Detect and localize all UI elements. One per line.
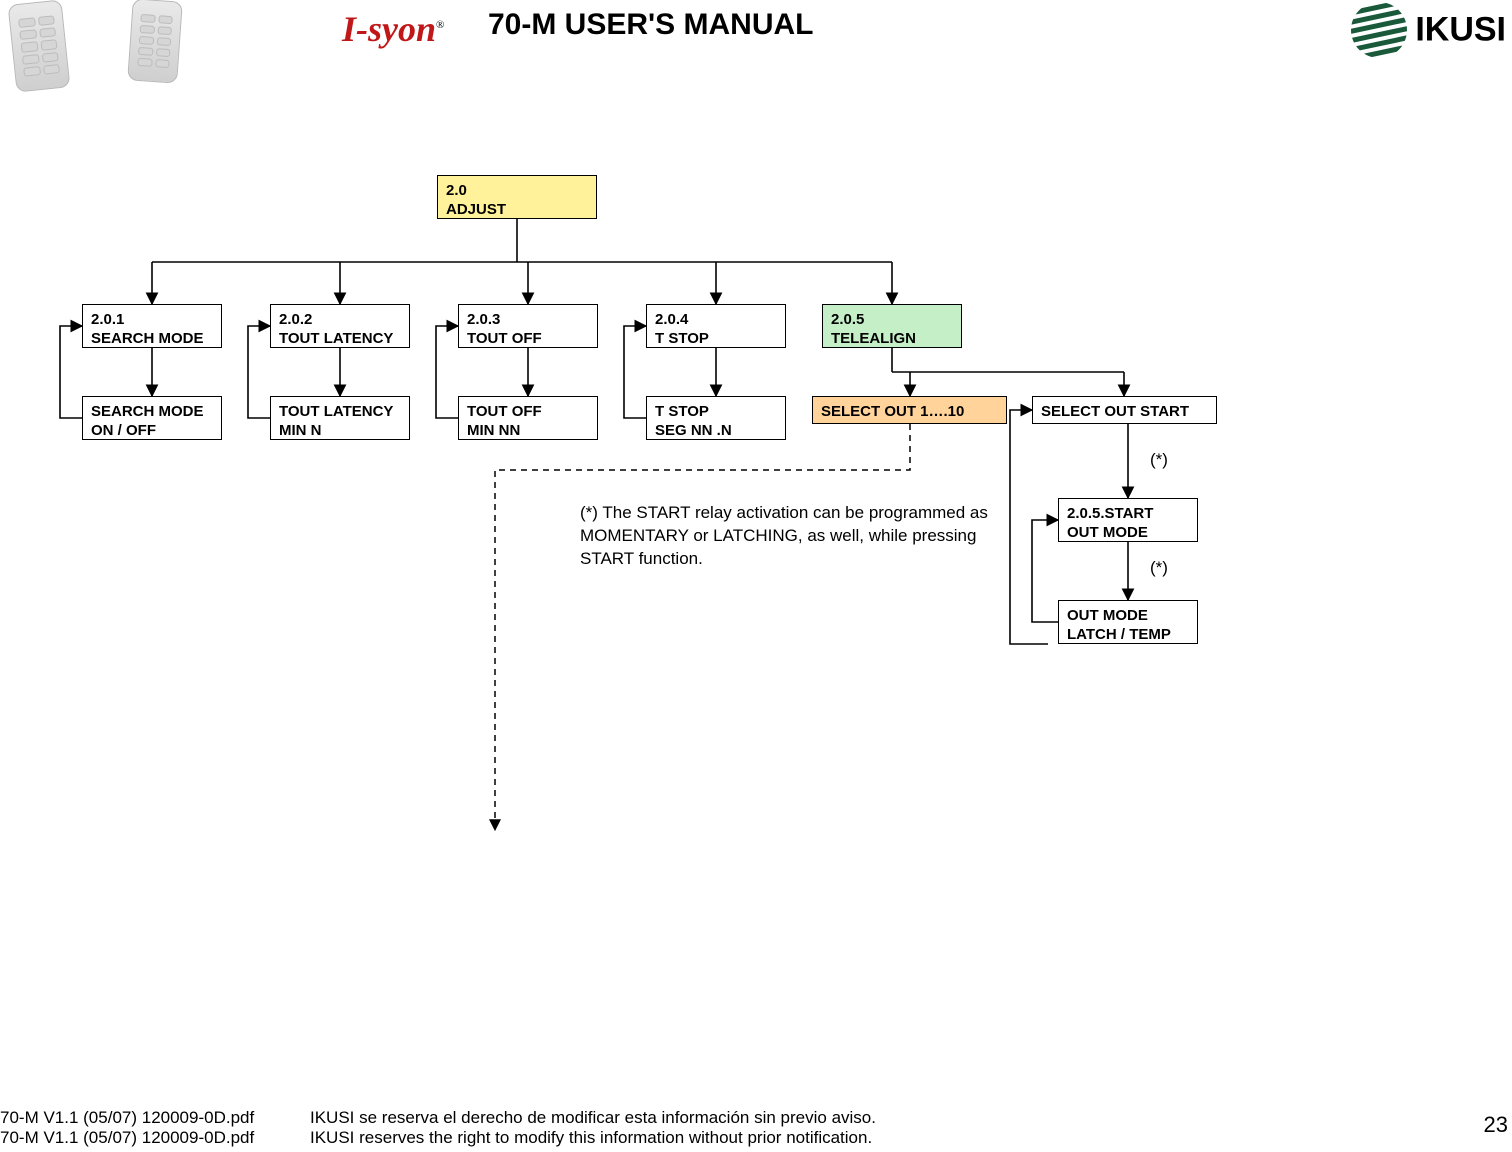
node-line1: SEARCH MODE	[91, 403, 213, 422]
footer-mid-2: IKUSI reserves the right to modify this …	[310, 1128, 872, 1148]
brand-text: I-syon	[342, 9, 436, 49]
node-n205: 2.0.5TELEALIGN	[822, 304, 962, 348]
page: I-syon® 70-M USER'S MANUAL IKUSI	[0, 0, 1512, 1152]
node-s4: T STOPSEG NN .N	[646, 396, 786, 440]
node-line2: MIN N	[279, 422, 401, 441]
node-line2: SEARCH MODE	[91, 330, 213, 349]
node-line1: 2.0.1	[91, 311, 213, 330]
node-line2: TELEALIGN	[831, 330, 953, 349]
node-line2: LATCH / TEMP	[1067, 626, 1189, 645]
node-s3: TOUT OFFMIN NN	[458, 396, 598, 440]
node-line2: ADJUST	[446, 201, 588, 220]
asterisk-marker: (*)	[1150, 558, 1168, 578]
node-line1: SELECT OUT 1….10	[821, 403, 998, 422]
node-line2: OUT MODE	[1067, 524, 1189, 543]
node-line1: SELECT OUT START	[1041, 403, 1208, 422]
node-line2: T STOP	[655, 330, 777, 349]
page-number: 23	[1484, 1112, 1508, 1138]
node-n203: 2.0.3TOUT OFF	[458, 304, 598, 348]
node-n201: 2.0.1SEARCH MODE	[82, 304, 222, 348]
node-lt: OUT MODELATCH / TEMP	[1058, 600, 1198, 644]
node-n204: 2.0.4T STOP	[646, 304, 786, 348]
node-line2: MIN NN	[467, 422, 589, 441]
diagram-footnote: (*) The START relay activation can be pr…	[580, 502, 1020, 571]
node-line1: 2.0	[446, 182, 588, 201]
node-line1: TOUT OFF	[467, 403, 589, 422]
footer-left-1: 70-M V1.1 (05/07) 120009-0D.pdf	[0, 1108, 254, 1128]
asterisk-marker: (*)	[1150, 450, 1168, 470]
node-line2: TOUT LATENCY	[279, 330, 401, 349]
node-so1: SELECT OUT 1….10	[812, 396, 1007, 424]
node-line2: SEG NN .N	[655, 422, 777, 441]
ikusi-logo-text: IKUSI	[1415, 11, 1506, 49]
remote-illustration	[127, 0, 183, 84]
node-s1: SEARCH MODEON / OFF	[82, 396, 222, 440]
ikusi-logo: IKUSI	[1351, 2, 1506, 58]
node-line1: OUT MODE	[1067, 607, 1189, 626]
node-line1: 2.0.3	[467, 311, 589, 330]
node-adjust: 2.0ADJUST	[437, 175, 597, 219]
node-line1: TOUT LATENCY	[279, 403, 401, 422]
node-s2: TOUT LATENCYMIN N	[270, 396, 410, 440]
footer-left-2: 70-M V1.1 (05/07) 120009-0D.pdf	[0, 1128, 254, 1148]
node-line1: 2.0.5.START	[1067, 505, 1189, 524]
node-line2: TOUT OFF	[467, 330, 589, 349]
node-so2: SELECT OUT START	[1032, 396, 1217, 424]
node-line1: 2.0.4	[655, 311, 777, 330]
node-line1: T STOP	[655, 403, 777, 422]
footer-mid-1: IKUSI se reserva el derecho de modificar…	[310, 1108, 876, 1128]
node-line1: 2.0.5	[831, 311, 953, 330]
brand-logo: I-syon®	[342, 8, 444, 50]
node-line2: ON / OFF	[91, 422, 213, 441]
node-om: 2.0.5.STARTOUT MODE	[1058, 498, 1198, 542]
ikusi-stripes-icon	[1351, 2, 1407, 58]
page-title: 70-M USER'S MANUAL	[488, 8, 814, 42]
node-n202: 2.0.2TOUT LATENCY	[270, 304, 410, 348]
node-line1: 2.0.2	[279, 311, 401, 330]
diagram-connectors	[0, 0, 1512, 1152]
remote-illustration	[8, 0, 71, 93]
